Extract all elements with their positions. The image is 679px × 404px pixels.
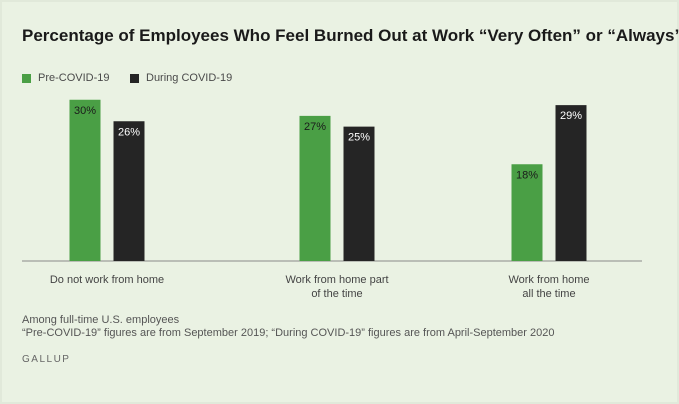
bar-pre-covid-0 [69,99,101,261]
legend-label-during-covid: During COVID-19 [146,72,233,84]
bar-value-label-during-covid-1: 25% [348,132,370,144]
category-label-1-line-0: Work from home part [285,274,388,286]
bar-during-covid-1 [343,126,375,261]
legend-label-pre-covid: Pre-COVID-19 [38,72,110,84]
chart-notes: Among full-time U.S. employees “Pre-COVI… [22,314,555,340]
legend-item-during-covid: During COVID-19 [130,72,232,84]
category-label-1-line-1: of the time [311,288,362,300]
category-label-2-line-0: Work from home [508,274,589,286]
legend-swatch-during-covid [130,73,139,83]
legend-item-pre-covid: Pre-COVID-19 [22,72,110,84]
bar-value-label-during-covid-2: 29% [560,110,582,122]
bar-during-covid-2 [555,105,587,261]
bar-pre-covid-1 [299,115,331,261]
category-label-0-line-0: Do not work from home [50,274,164,286]
bar-during-covid-0 [113,121,145,261]
source-label: GALLUP [22,354,71,365]
legend-swatch-pre-covid [22,73,31,83]
category-label-2-line-1: all the time [522,288,575,300]
bar-pre-covid-2 [511,164,543,261]
note-dates: “Pre-COVID-19” figures are from Septembe… [22,327,555,339]
note-population: Among full-time U.S. employees [22,314,180,326]
chart-title: Percentage of Employees Who Feel Burned … [22,26,679,45]
bar-value-label-pre-covid-0: 30% [74,105,96,117]
bar-value-label-pre-covid-2: 18% [516,169,538,181]
bar-value-label-during-covid-0: 26% [118,126,140,138]
bar-value-label-pre-covid-1: 27% [304,121,326,133]
